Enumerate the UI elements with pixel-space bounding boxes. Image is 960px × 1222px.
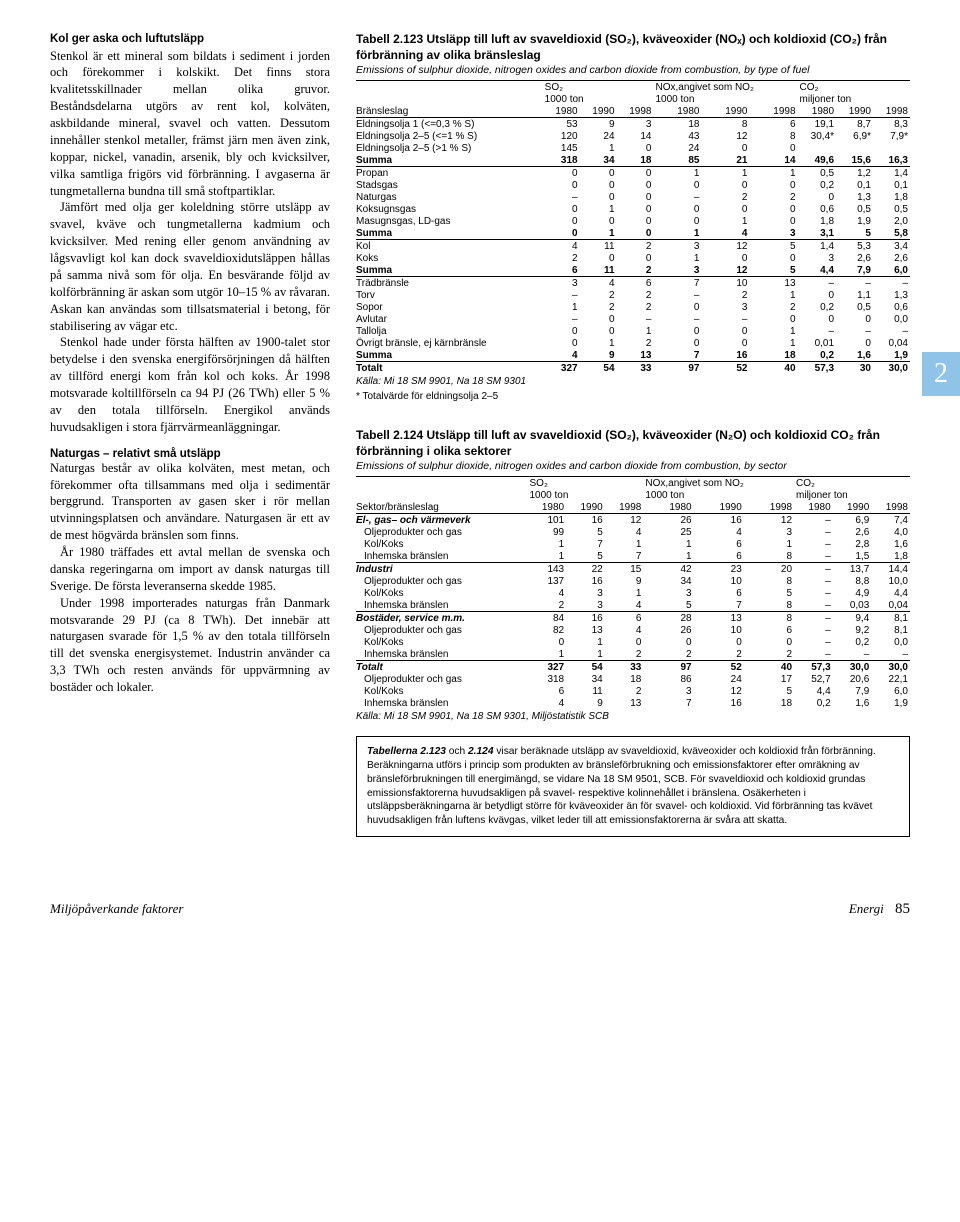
footer-left: Miljöpåverkande faktorer [50, 901, 183, 917]
table-124-subtitle: Emissions of sulphur dioxide, nitrogen o… [356, 460, 910, 472]
table-123-note: * Totalvärde för eldningsolja 2–5 [356, 391, 910, 402]
subhead-2: Naturgas – relativt små utsläpp [50, 448, 330, 460]
footer-section: Energi [849, 901, 884, 916]
footer-right: Energi 85 [849, 901, 910, 918]
para-3: Stenkol hade under första hälften av 190… [50, 334, 330, 435]
para-5: År 1980 träffades ett avtal mellan de sv… [50, 544, 330, 595]
chapter-tab: 2 [922, 352, 960, 396]
table-124-title: Tabell 2.124 Utsläpp till luft av svavel… [356, 428, 910, 459]
page-footer: Miljöpåverkande faktorer Energi 85 [0, 901, 960, 942]
subhead-1: Kol ger aska och luftutsläpp [50, 32, 330, 48]
table-124: SO₂NOx,angivet som NO₂CO₂1000 ton1000 to… [356, 476, 910, 709]
table-124-source: Källa: Mi 18 SM 9901, Na 18 SM 9301, Mil… [356, 711, 910, 722]
article-text: Kol ger aska och luftutsläpp Stenkol är … [50, 32, 330, 837]
page-number: 85 [895, 901, 910, 917]
info-box: Tabellerna 2.123 och 2.124 visar beräkna… [356, 736, 910, 837]
para-1: Stenkol är ett mineral som bildats i sed… [50, 48, 330, 200]
para-6: Under 1998 importerades naturgas från Da… [50, 595, 330, 696]
para-2: Jämfört med olja ger koleldning större u… [50, 199, 330, 334]
table-123-title: Tabell 2.123 Utsläpp till luft av svavel… [356, 32, 910, 63]
table-123-subtitle: Emissions of sulphur dioxide, nitrogen o… [356, 64, 910, 76]
table-123-source: Källa: Mi 18 SM 9901, Na 18 SM 9301 [356, 376, 910, 387]
para-4: Naturgas består av olika kolväten, mest … [50, 460, 330, 544]
table-123: SO₂NOx,angivet som NO₂CO₂1000 ton1000 to… [356, 80, 910, 374]
